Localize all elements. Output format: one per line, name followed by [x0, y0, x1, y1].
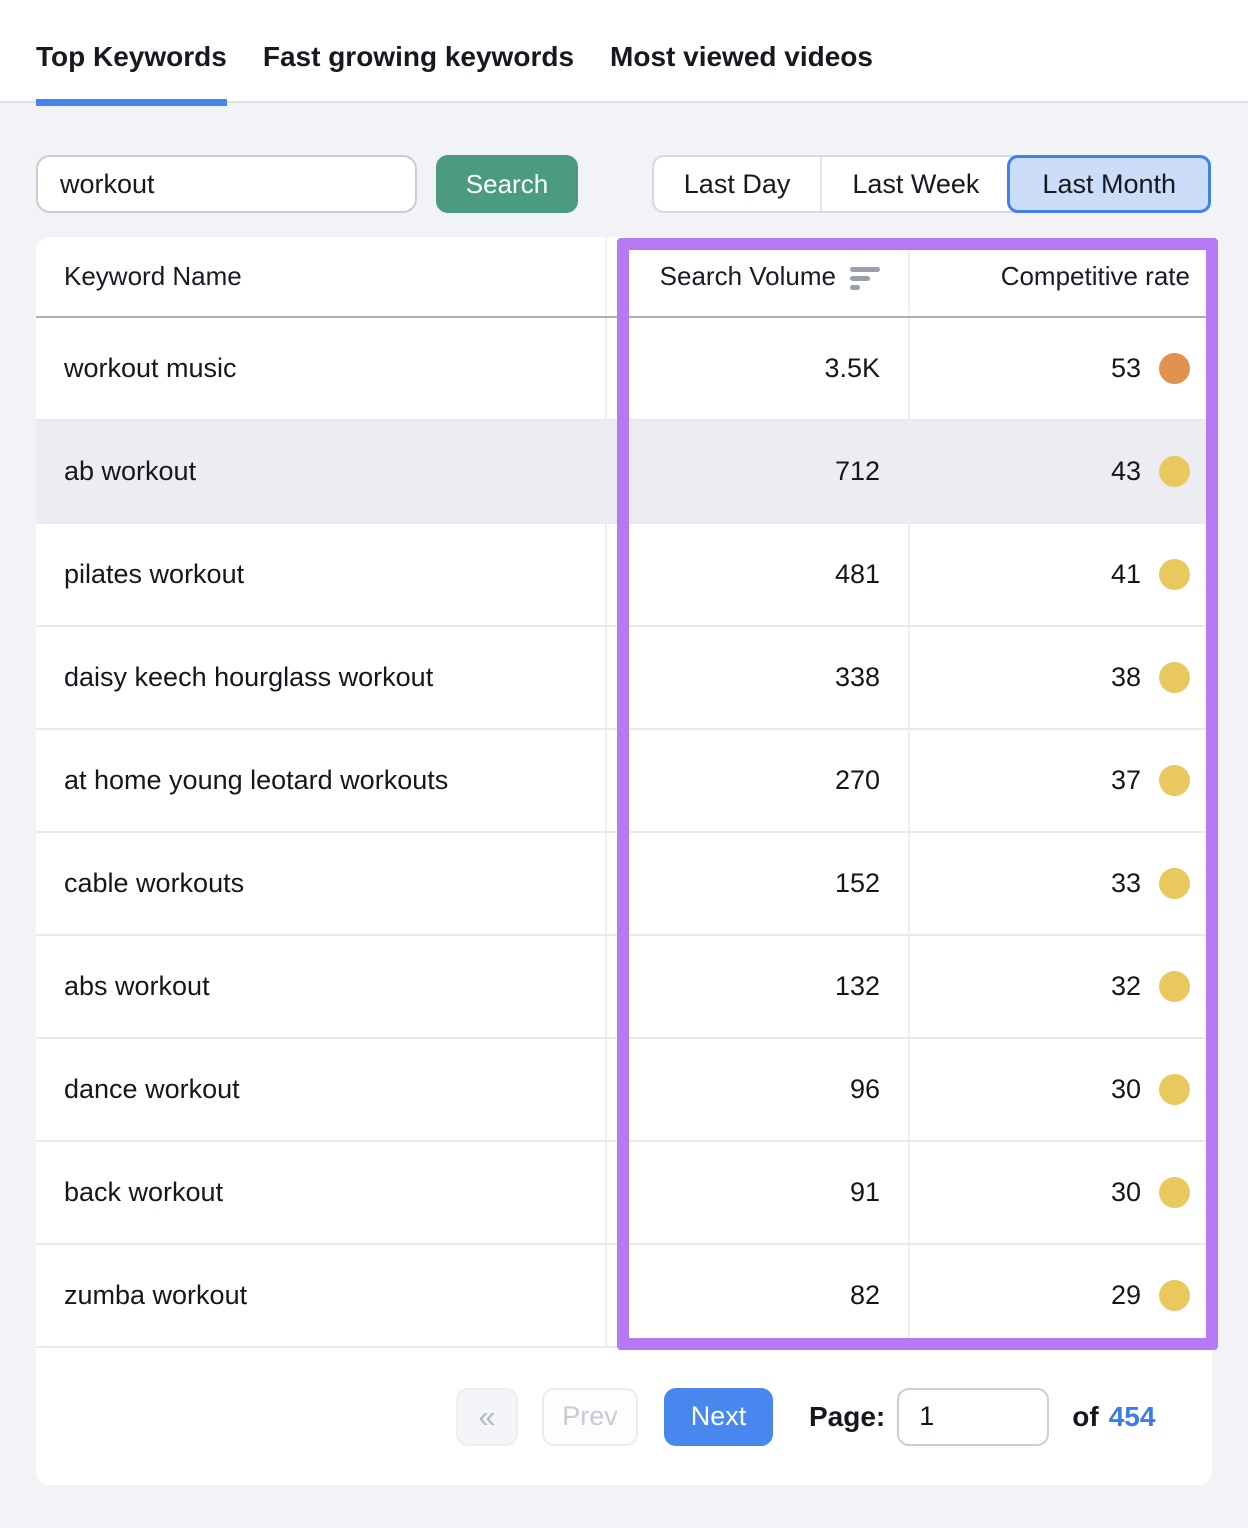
keyword-cell-text: abs workout	[64, 971, 210, 1001]
competitive-rate-dot	[1159, 1280, 1190, 1311]
rate-cell: 29	[908, 1245, 1212, 1346]
rate-cell-text: 30	[1110, 1177, 1141, 1207]
competitive-rate-dot	[1159, 456, 1190, 487]
volume-cell-text: 3.5K	[605, 318, 908, 419]
tab-fast-growing-keywords[interactable]: Fast growing keywords	[262, 41, 575, 72]
volume-cell-text: 152	[605, 833, 908, 934]
volume-cell-text: 712	[605, 421, 908, 522]
column-header-competitive-rate: Competitive rate	[908, 237, 1212, 316]
tab-top-keywords[interactable]: Top Keywords	[36, 41, 227, 106]
volume-cell-text: 481	[605, 524, 908, 625]
rate-cell: 37	[908, 730, 1212, 831]
rate-cell-text: 29	[1110, 1280, 1141, 1310]
volume-cell-text: 270	[605, 730, 908, 831]
keyword-cell-text: at home young leotard workouts	[64, 765, 449, 795]
time-filter-last-week[interactable]: Last Week	[820, 157, 1009, 211]
keywords-table-card: Keyword Name Search Volume Competitive r…	[36, 237, 1212, 1485]
keyword-cell-text: zumba workout	[64, 1280, 248, 1310]
rate-cell: 53	[908, 318, 1212, 419]
competitive-rate-dot	[1159, 971, 1190, 1002]
keyword-cell-text: back workout	[64, 1177, 224, 1207]
volume-cell-text: 96	[605, 1039, 908, 1140]
volume-cell-text: 338	[605, 627, 908, 728]
rate-cell-text: 41	[1110, 559, 1141, 589]
rate-cell: 30	[908, 1142, 1212, 1243]
time-filter-last-day[interactable]: Last Day	[654, 157, 821, 211]
volume-cell-text: 132	[605, 936, 908, 1037]
table-row[interactable]: cable workouts 152 33	[36, 833, 1212, 936]
column-header-keyword-name: Keyword Name	[64, 261, 242, 291]
time-filter-last-month[interactable]: Last Month	[1007, 155, 1211, 213]
competitive-rate-dot	[1159, 868, 1190, 899]
search-volume-header-label: Search Volume	[659, 261, 836, 291]
pagination-bar: « Prev Next Page: of 454	[36, 1348, 1212, 1485]
keyword-cell-text: ab workout	[64, 456, 197, 486]
competitive-rate-dot	[1159, 1177, 1190, 1208]
table-row[interactable]: ab workout 712 43	[36, 421, 1212, 524]
keyword-cell-text: workout music	[64, 353, 237, 383]
table-row[interactable]: at home young leotard workouts 270 37	[36, 730, 1212, 833]
rate-cell-text: 30	[1110, 1074, 1141, 1104]
competitive-rate-dot	[1159, 353, 1190, 384]
sort-descending-icon[interactable]	[850, 263, 880, 290]
volume-cell-text: 82	[605, 1245, 908, 1346]
table-row[interactable]: dance workout 96 30	[36, 1039, 1212, 1142]
table-row[interactable]: back workout 91 30	[36, 1142, 1212, 1245]
page-label: Page:	[809, 1400, 886, 1432]
table-row[interactable]: zumba workout 82 29	[36, 1245, 1212, 1348]
table-header-row: Keyword Name Search Volume Competitive r…	[36, 237, 1212, 318]
table-row[interactable]: abs workout 132 32	[36, 936, 1212, 1039]
competitive-rate-dot	[1159, 559, 1190, 590]
rate-cell-text: 33	[1110, 868, 1141, 898]
rate-cell-text: 32	[1110, 971, 1141, 1001]
table-body: workout music 3.5K 53 ab workout 712 43 …	[36, 318, 1212, 1348]
tab-bar: Top Keywords Fast growing keywords Most …	[0, 0, 1248, 106]
competitive-rate-dot	[1159, 662, 1190, 693]
rate-cell: 38	[908, 627, 1212, 728]
next-page-button[interactable]: Next	[664, 1387, 773, 1446]
rate-cell-text: 43	[1110, 456, 1141, 486]
rate-cell-text: 37	[1110, 765, 1141, 795]
table-row[interactable]: daisy keech hourglass workout 338 38	[36, 627, 1212, 730]
rate-cell: 33	[908, 833, 1212, 934]
rate-cell: 30	[908, 1039, 1212, 1140]
competitive-rate-dot	[1159, 1074, 1190, 1105]
table-row[interactable]: workout music 3.5K 53	[36, 318, 1212, 421]
time-range-group: Last Day Last Week Last Month	[651, 155, 1211, 213]
keyword-search-input[interactable]	[36, 155, 417, 213]
volume-cell-text: 91	[605, 1142, 908, 1243]
page-number-input[interactable]	[897, 1387, 1050, 1446]
controls-row: Search Last Day Last Week Last Month	[0, 155, 1248, 213]
column-header-search-volume: Search Volume	[605, 237, 908, 316]
search-button[interactable]: Search	[436, 155, 578, 213]
rate-cell-text: 53	[1110, 353, 1141, 383]
tab-most-viewed-videos[interactable]: Most viewed videos	[610, 41, 873, 72]
keyword-cell-text: cable workouts	[64, 868, 245, 898]
keyword-cell-text: daisy keech hourglass workout	[64, 662, 434, 692]
keyword-cell-text: dance workout	[64, 1074, 240, 1104]
rate-cell: 41	[908, 524, 1212, 625]
rate-cell: 32	[908, 936, 1212, 1037]
prev-page-button[interactable]: Prev	[542, 1387, 638, 1446]
table-row[interactable]: pilates workout 481 41	[36, 524, 1212, 627]
total-pages-value: 454	[1108, 1400, 1156, 1432]
keyword-cell-text: pilates workout	[64, 559, 245, 589]
rate-cell: 43	[908, 421, 1212, 522]
first-page-button[interactable]: «	[456, 1387, 518, 1446]
competitive-rate-dot	[1159, 765, 1190, 796]
rate-cell-text: 38	[1110, 662, 1141, 692]
of-label: of	[1072, 1400, 1099, 1432]
